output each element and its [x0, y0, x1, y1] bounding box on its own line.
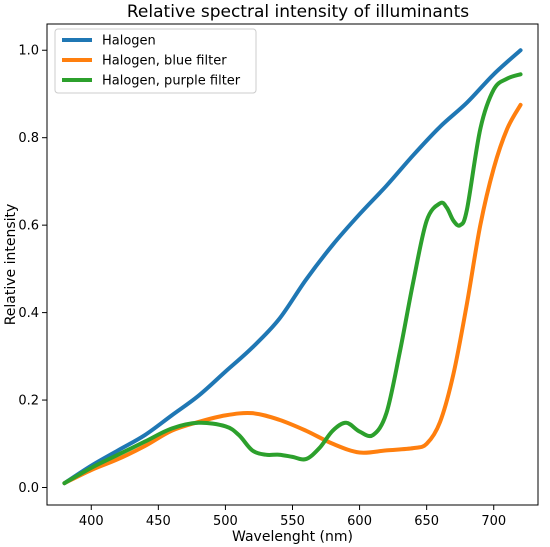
y-axis-label: Relative intensity: [3, 204, 19, 326]
y-tick-label: 0.6: [18, 219, 39, 234]
legend-label-2: Halogen, blue filter: [102, 54, 227, 69]
chart-title: Relative spectral intensity of illuminan…: [127, 2, 469, 22]
y-tick-label: 0.0: [18, 481, 39, 496]
series-line-2: [62, 102, 523, 486]
y-axis-ticks: 0.0 0.2 0.4 0.6 0.8 1.0: [18, 44, 47, 496]
y-tick-label: 0.2: [18, 394, 39, 409]
y-tick-label: 1.0: [18, 44, 39, 59]
legend-label-3: Halogen, purple filter: [102, 74, 241, 89]
series-group: [62, 48, 523, 486]
x-axis-label: Wavelenght (nm): [232, 529, 353, 545]
x-tick-label: 700: [481, 514, 506, 529]
legend-label-1: Halogen: [102, 34, 156, 49]
y-tick-label: 0.8: [18, 131, 39, 146]
x-tick-label: 650: [414, 514, 439, 529]
x-tick-label: 550: [280, 514, 305, 529]
x-axis-ticks: 400 450 500 550 600 650 700: [79, 505, 506, 529]
x-tick-label: 600: [347, 514, 372, 529]
y-tick-label: 0.4: [18, 306, 39, 321]
legend-box: [54, 28, 257, 94]
series-line-3: [62, 72, 523, 486]
x-tick-label: 450: [146, 514, 171, 529]
series-line-1: [62, 48, 523, 486]
legend: Halogen Halogen, blue filter Halogen, purp…: [54, 28, 257, 94]
plot-frame: [46, 23, 539, 506]
x-tick-label: 500: [213, 514, 238, 529]
x-tick-label: 400: [79, 514, 104, 529]
